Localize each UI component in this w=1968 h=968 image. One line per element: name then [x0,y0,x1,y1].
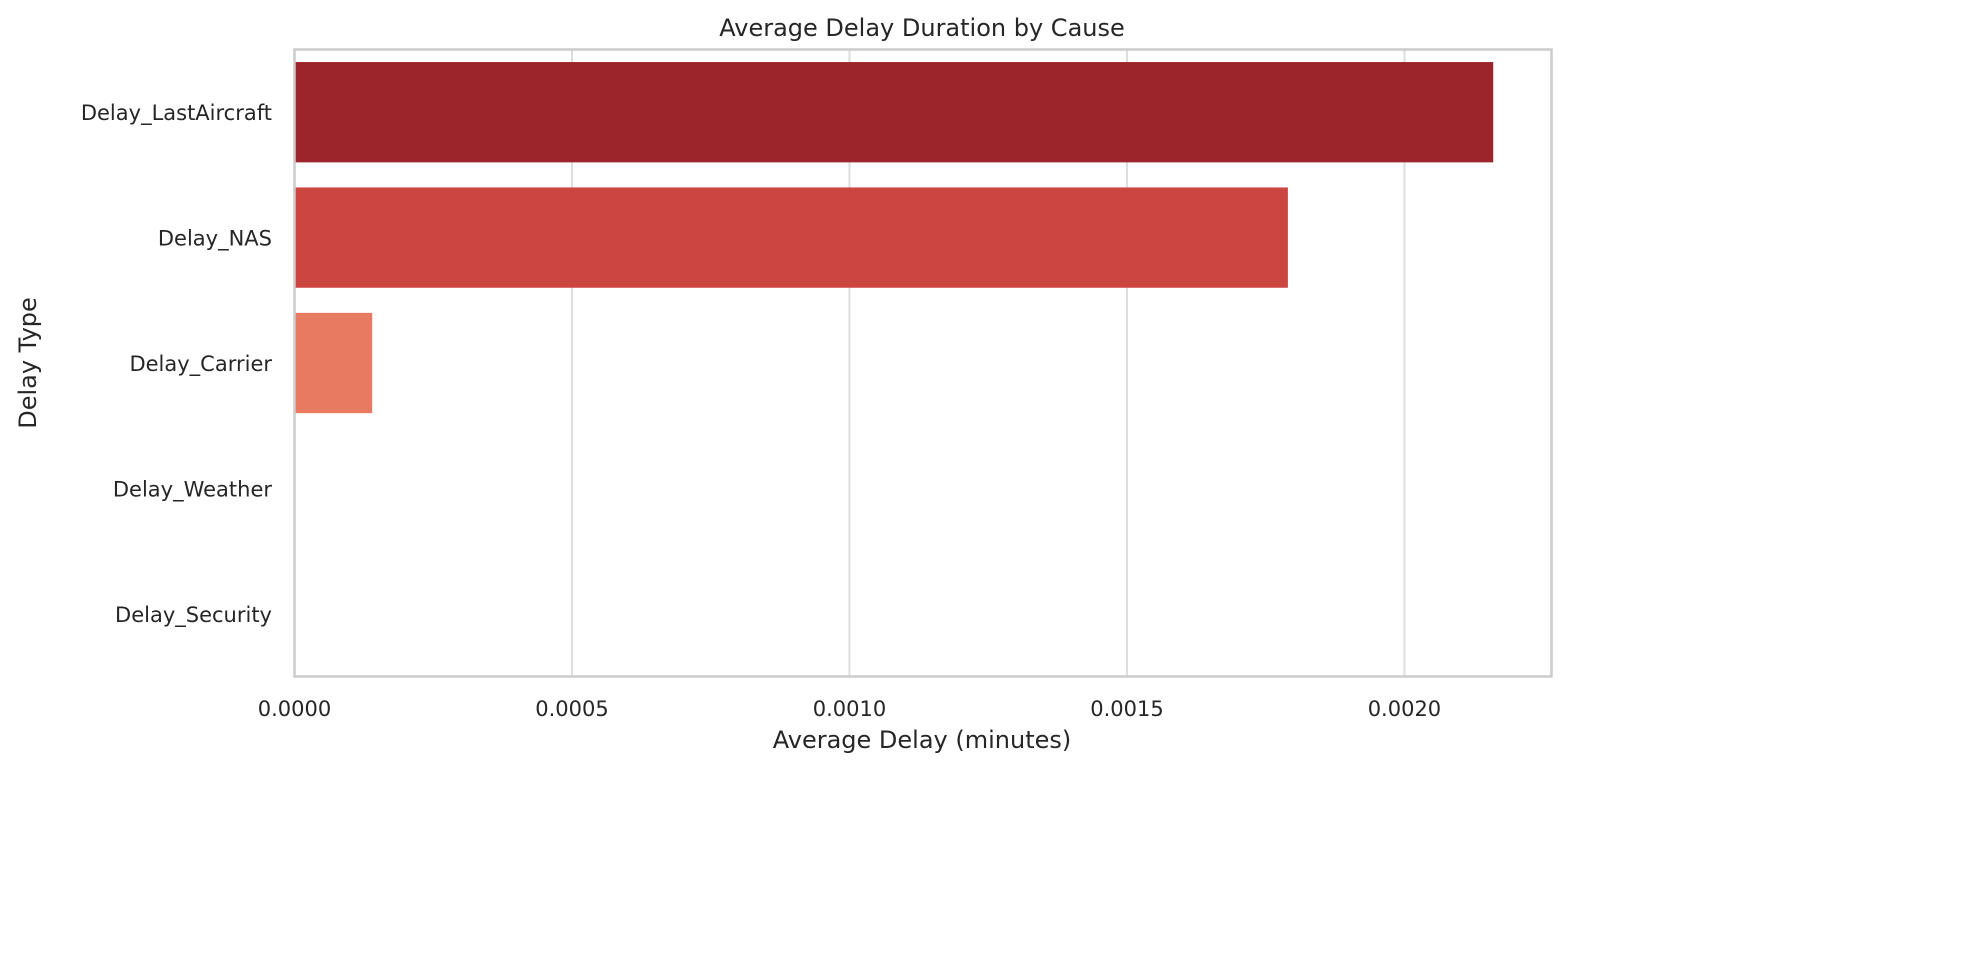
bar-chart: Average Delay Duration by Cause Delay_La… [14,14,1553,754]
y-tick-label: Delay_NAS [158,227,272,252]
x-tick-label: 0.0000 [258,697,331,721]
y-tick-label: Delay_Weather [113,477,273,502]
plot-frame [293,48,1553,678]
x-tick-label: 0.0005 [535,697,608,721]
x-tick-label: 0.0015 [1090,697,1163,721]
y-axis-label: Delay Type [14,297,42,429]
x-axis-label: Average Delay (minutes) [773,726,1072,754]
bar-delay-lastaircraft [294,62,1494,163]
y-tick-label: Delay_LastAircraft [81,101,272,126]
chart-title: Average Delay Duration by Cause [719,14,1125,42]
x-tick-label: 0.0010 [813,697,886,721]
bar-delay-nas [294,187,1288,288]
x-tick-label: 0.0020 [1368,697,1441,721]
y-tick-label: Delay_Security [115,603,272,628]
bar-delay-carrier [294,312,373,414]
x-tick-labels: 0.0000 0.0005 0.0010 0.0015 0.0020 [258,697,1441,721]
bars [294,62,1494,414]
y-tick-labels: Delay_LastAircraft Delay_NAS Delay_Carrier… [81,101,273,628]
y-tick-label: Delay_Carrier [129,352,272,377]
